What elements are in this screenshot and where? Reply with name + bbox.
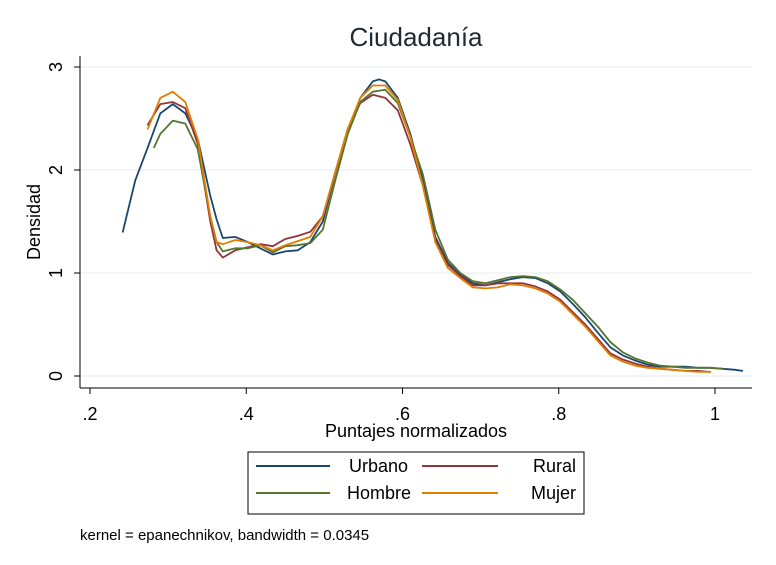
series-lines — [121, 78, 744, 373]
gridlines — [80, 66, 752, 377]
x-tick-label-.2: .2 — [82, 404, 97, 424]
series-line-rural — [146, 93, 712, 373]
legend-label-hombre: Hombre — [347, 483, 411, 503]
chart-title: Ciudadanía — [350, 22, 484, 52]
y-tick-label-1: 1 — [46, 268, 66, 278]
x-tick-label-.4: .4 — [239, 404, 254, 424]
y-tick-label-0: 0 — [46, 371, 66, 381]
y-tick-label-2: 2 — [46, 165, 66, 175]
series-line-urbano — [121, 78, 744, 372]
series-line-hombre — [153, 88, 724, 370]
y-axis-label: Densidad — [24, 184, 44, 260]
legend: Urbano Rural Hombre Mujer — [247, 451, 585, 515]
legend-label-mujer: Mujer — [531, 483, 576, 503]
y-tick-label-3: 3 — [46, 62, 66, 72]
x-axis-label: Puntajes normalizados — [325, 421, 507, 441]
axes: 0 1 2 3 .2 .4 .6 .8 1 — [46, 56, 752, 424]
legend-label-urbano: Urbano — [349, 456, 408, 476]
legend-label-rural: Rural — [533, 456, 576, 476]
x-tick-label-.8: .8 — [551, 404, 566, 424]
x-tick-label-1: 1 — [710, 404, 720, 424]
series-line-mujer — [146, 84, 712, 373]
legend-box — [247, 451, 585, 515]
kernel-note: kernel = epanechnikov, bandwidth = 0.034… — [80, 527, 369, 544]
x-tick-label-.6: .6 — [395, 404, 410, 424]
